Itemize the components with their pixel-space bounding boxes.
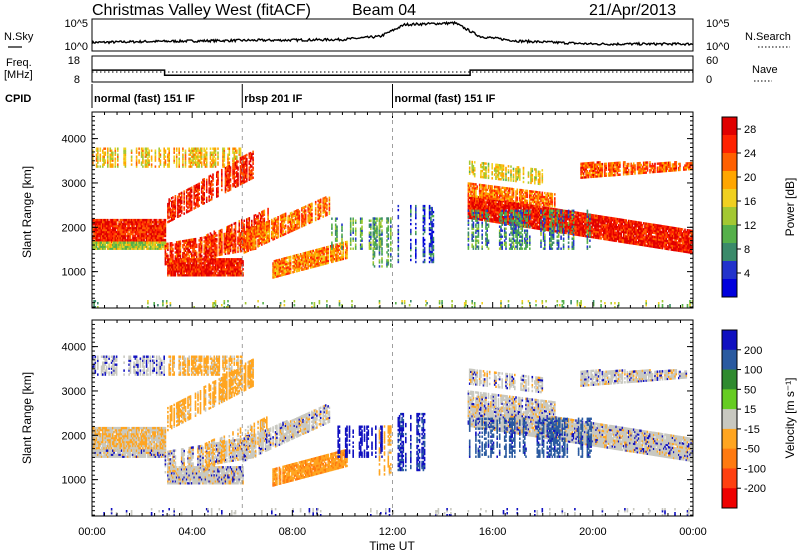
freq-label-2: [MHz]: [4, 69, 33, 81]
frequency-trace: [92, 70, 693, 75]
power-cell: [165, 219, 167, 221]
power-cell: [100, 148, 102, 150]
station-title: Christmas Valley West (fitACF): [92, 2, 311, 19]
freq-label-1: Freq.: [6, 57, 32, 69]
power-cell: [138, 152, 140, 154]
cpid-panel: CPID normal (fast) 151 IF rbsp 201 IF norm…: [5, 84, 496, 108]
noise-panel: N.Sky 10^5 10^0 10^5 10^0 N.Search: [4, 18, 791, 53]
freq-tick-bottom: 8: [74, 74, 80, 86]
power-cell: [148, 150, 150, 152]
power-cell: [125, 148, 127, 150]
power-cell: [160, 150, 162, 152]
power-cell: [151, 156, 153, 158]
power-cell: [160, 159, 162, 161]
power-cell: [155, 150, 157, 152]
power-cell: [100, 154, 102, 156]
power-cell: [105, 152, 107, 154]
nave-tick-bottom: 0: [706, 74, 712, 86]
fan-plot-figure: Christmas Valley West (fitACF) Beam 04 2…: [0, 0, 800, 554]
noise-right-tick-top: 10^5: [706, 18, 730, 30]
power-cell: [117, 154, 119, 156]
power-cell: [105, 148, 107, 150]
power-cell: [142, 165, 144, 167]
noise-left-label: N.Sky: [4, 31, 34, 43]
cpid-mode-0: normal (fast) 151 IF: [94, 93, 195, 105]
nave-label: Nave: [752, 64, 778, 76]
power-cell: [155, 165, 157, 167]
power-cell: [165, 150, 167, 152]
beam-label: Beam 04: [352, 2, 416, 19]
power-cell: [115, 148, 117, 150]
power-cell: [97, 165, 99, 167]
power-cell: [131, 163, 133, 165]
power-cell: [105, 159, 107, 161]
power-cell: [117, 163, 119, 165]
power-cell: [131, 156, 133, 158]
noise-left-tick-bottom: 10^0: [64, 41, 88, 53]
noise-right-tick-bottom: 10^0: [706, 41, 730, 53]
power-cell: [151, 150, 153, 152]
power-cell: [112, 152, 114, 154]
cpid-mode-2: normal (fast) 151 IF: [395, 93, 496, 105]
power-cell: [136, 156, 138, 158]
cpid-mode-1: rbsp 201 IF: [244, 93, 302, 105]
power-cell: [165, 239, 167, 241]
power-cell: [117, 148, 119, 150]
power-cell: [138, 148, 140, 150]
power-cell: [131, 150, 133, 152]
freq-tick-top: 18: [68, 55, 80, 67]
power-panel: 1000200030004000 Slant Range [km]: [20, 112, 693, 308]
noise-right-label: N.Search: [745, 31, 791, 43]
noise-left-tick-top: 10^5: [64, 18, 88, 30]
power-cell: [107, 148, 109, 150]
power-cell: [165, 159, 167, 161]
nave-tick-top: 60: [706, 55, 718, 67]
power-cell: [151, 163, 153, 165]
power-cell: [165, 156, 167, 158]
power-cell: [100, 165, 102, 167]
power-cell: [97, 148, 99, 150]
power-cell: [112, 163, 114, 165]
power-cell: [138, 159, 140, 161]
noise-trace: [92, 22, 693, 45]
date-label: 21/Apr/2013: [589, 2, 676, 19]
power-cell: [148, 159, 150, 161]
power-cell: [115, 158, 117, 160]
frequency-panel: Freq. [MHz] 18 8 60 0 Nave: [4, 55, 778, 86]
power-cell: [142, 148, 144, 150]
power-cell: [160, 154, 162, 156]
power-cell: [136, 148, 138, 150]
cpid-label: CPID: [5, 93, 31, 105]
